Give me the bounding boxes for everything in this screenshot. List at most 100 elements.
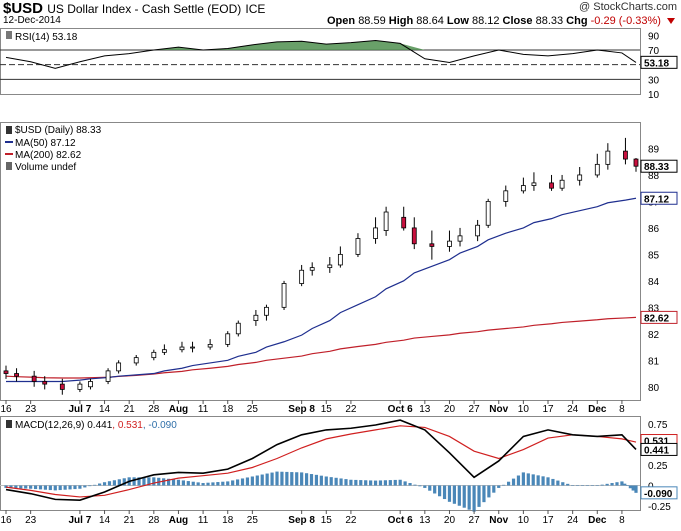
price-tick-label: 82 [648,330,660,341]
symbol: $USD [3,0,44,17]
macd-histogram-bar [147,477,151,486]
volume-legend: Volume undef [15,162,76,173]
macd-histogram-bar [413,484,417,486]
macd-histogram-bar [472,485,476,512]
price-date-label: 18 [222,404,234,415]
candle-body [373,227,378,239]
price-date-label: 10 [518,404,530,415]
candle-body [503,190,509,202]
rsi-tick-label: 70 [648,46,660,57]
macd-histogram-bar [171,479,176,486]
macd-histogram-bar [631,485,635,491]
macd-histogram-bar [176,479,181,486]
rsi-tick-label: 30 [648,75,660,86]
candle-body [623,150,628,160]
macd-histogram-bar [521,472,525,486]
macd-histogram-bar [418,485,422,487]
macd-histogram-bar [117,479,121,486]
macd-date-label: 27 [469,515,481,526]
ma200-last-label: 82.62 [644,313,669,324]
ma50-last-label-box [640,191,678,205]
macd-histogram-bar [122,478,126,486]
macd-date-label: 10 [518,515,530,526]
macd-histogram-bar [226,481,230,486]
macd-histogram-bar [162,478,166,486]
macd-date-label: 25 [247,515,259,526]
macd-tick-label: 0.25 [648,461,668,472]
price-date-label: 16 [0,404,12,415]
candle-body [235,322,241,335]
macd-histogram-bar [506,481,511,486]
macd-histogram-bar [492,485,496,493]
candle-body [549,182,554,189]
price-date-label: 8 [619,404,625,415]
macd-histogram-bar [309,474,314,486]
macd-legend-icon [6,420,12,428]
candle-body [337,253,343,266]
macd-histogram-bar [24,485,28,489]
macd-histogram-bar [398,479,402,486]
price-legend-icon [6,126,12,134]
price-date-label: Jul 7 [69,404,92,415]
macd-histogram-bar [93,484,97,486]
ma50-legend: MA(50) 87.12 [15,138,76,149]
candle-body [14,373,19,377]
macd-histogram-bar [575,485,580,486]
candle-body [411,227,417,245]
candle-body [447,240,452,247]
macd-date-label: Oct 6 [388,515,413,526]
price-date-label: Sep 8 [288,404,315,415]
brand-link[interactable]: @ StockCharts.com [579,1,677,13]
candle-body [633,158,639,167]
macd-histogram-bar [447,485,452,502]
macd-histogram-bar [4,485,8,488]
macd-histogram-bar [615,482,619,486]
macd-histogram-bar [482,485,486,503]
macd-histogram-bar [112,480,117,486]
price-frame [0,122,641,401]
price-tick-label: 81 [648,356,660,367]
open-label: Open [327,15,356,27]
macd-histogram-bar [14,485,18,489]
macd-histogram-bar [9,485,13,489]
chg-value: -0.29 (-0.33%) [590,15,661,27]
macd-date-label: 16 [0,515,12,526]
price-tick-label: 84 [648,277,660,288]
macd-date-label: 11 [198,515,209,526]
macd-histogram-bar [634,485,638,493]
candle-body [355,238,361,255]
macd-histogram-bar [275,471,279,486]
macd-histogram-bar [625,485,630,486]
candle-body [383,211,389,231]
macd-histogram-bar [487,485,491,498]
macd-histogram-bar [300,472,304,486]
down-arrow-icon [667,18,675,24]
candle-body [161,349,167,353]
macd-histogram-bar [285,471,289,486]
macd-histogram-bar [88,485,92,487]
macd-tick-label: -0.25 [648,502,671,513]
macd-histogram-bar [295,472,299,486]
macd-date-label: 14 [99,515,111,526]
candle-body [133,357,139,364]
candle-body [3,370,9,374]
macd-date-label: 17 [542,515,554,526]
macd-histogram-bar [211,482,215,486]
macd-legend: MACD(12,26,9) 0.441, 0.531, -0.090 [15,420,177,431]
macd-histogram-bar [378,480,383,486]
macd-date-label: 21 [124,515,136,526]
macd-histogram-bar [359,480,363,486]
macd-histogram-bar [196,482,200,486]
candle-body [531,182,537,186]
price-date-label: 24 [567,404,579,415]
macd-histogram-bar [497,485,501,488]
macd-histogram-bar [98,483,102,486]
macd-histogram-bar [383,480,388,486]
price-tick-label: 89 [648,144,660,155]
macd-histogram-bar [221,481,225,486]
macd-histogram-bar [38,485,43,490]
macd-histogram-bar [423,485,427,488]
macd-date-label: Nov [489,515,508,526]
